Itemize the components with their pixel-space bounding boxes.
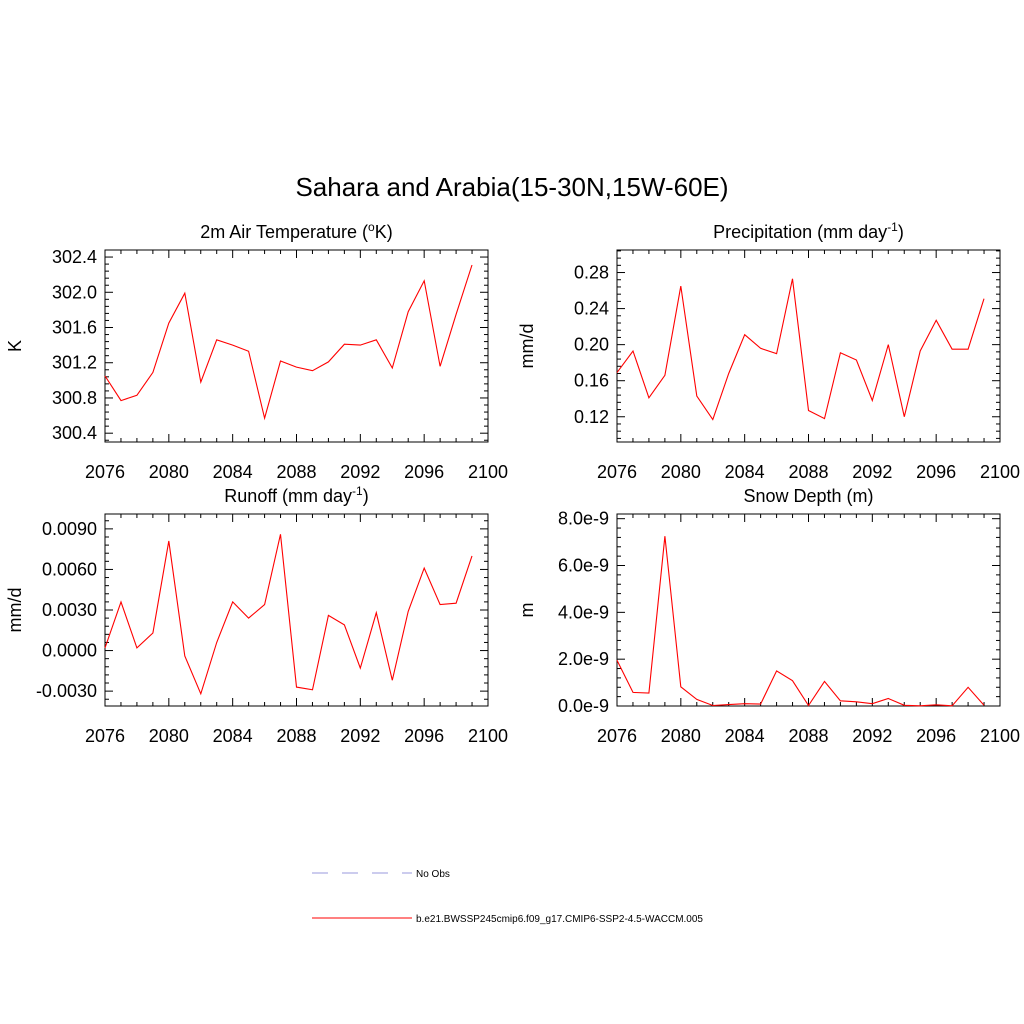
- y-axis-label: mm/d: [517, 324, 537, 369]
- chart-panel-4: Snow Depth (m) m 2076 2080 2084 2088 2092 2096 2…: [517, 486, 1020, 746]
- legend: No Obs b.e21.BWSSP245cmip6.f09_g17.CMIP6-…: [312, 869, 703, 925]
- y-tick-label: 0.16: [574, 371, 609, 391]
- y-tick-label: 301.2: [52, 353, 97, 373]
- chart-panel-1: 2m Air Temperature (oK) K 2076 2080 2084 2088…: [5, 220, 508, 482]
- x-tick-label: 2092: [340, 726, 380, 746]
- x-tick-label: 2084: [213, 726, 253, 746]
- plot-frame: [616, 513, 1001, 707]
- y-tick-label: 300.8: [52, 388, 97, 408]
- y-tick-label: 2.0e-9: [558, 649, 609, 669]
- x-tick-label: 2076: [85, 462, 125, 482]
- x-tick-label: 2100: [980, 726, 1020, 746]
- chart-panel-3: Runoff (mm day-1) mm/d 2076 2080 2084 2088 209…: [5, 484, 508, 746]
- y-tick-label: 4.0e-9: [558, 602, 609, 622]
- y-tick-label: -0.0030: [36, 681, 97, 701]
- y-tick-label: 0.0000: [42, 641, 97, 661]
- plot-frame: [104, 513, 489, 707]
- y-tick-label: 6.0e-9: [558, 556, 609, 576]
- series-line: [616, 536, 985, 707]
- x-tick-label: 2092: [852, 726, 892, 746]
- y-tick-label: 300.4: [52, 423, 97, 443]
- y-tick-label: 302.4: [52, 247, 97, 267]
- plot-frame: [616, 249, 1001, 443]
- x-tick-label: 2084: [725, 726, 765, 746]
- legend-label: b.e21.BWSSP245cmip6.f09_g17.CMIP6-SSP2-4…: [416, 914, 703, 925]
- legend-label: No Obs: [416, 869, 450, 880]
- chart-title: Precipitation (mm day-1): [713, 220, 904, 242]
- chart-title: 2m Air Temperature (oK): [200, 220, 392, 242]
- series-line: [616, 278, 985, 421]
- y-tick-label: 301.6: [52, 318, 97, 338]
- y-tick-label: 0.12: [574, 407, 609, 427]
- x-tick-label: 2088: [788, 462, 828, 482]
- series-line: [104, 534, 473, 696]
- x-tick-label: 2096: [916, 726, 956, 746]
- x-tick-label: 2088: [788, 726, 828, 746]
- y-tick-label: 0.0060: [42, 559, 97, 579]
- y-axis-label: m: [517, 603, 537, 618]
- figure-title: Sahara and Arabia(15-30N,15W-60E): [295, 172, 728, 202]
- y-tick-label: 8.0e-9: [558, 509, 609, 529]
- x-tick-label: 2080: [149, 462, 189, 482]
- y-tick-label: 302.0: [52, 282, 97, 302]
- y-tick-label: 0.28: [574, 263, 609, 283]
- x-tick-label: 2088: [276, 726, 316, 746]
- x-tick-label: 2092: [852, 462, 892, 482]
- x-tick-label: 2080: [661, 462, 701, 482]
- x-tick-label: 2076: [597, 726, 637, 746]
- x-tick-label: 2076: [597, 462, 637, 482]
- x-tick-label: 2092: [340, 462, 380, 482]
- chart-title: Runoff (mm day-1): [224, 484, 368, 506]
- plot-frame: [104, 249, 489, 443]
- panels: 2m Air Temperature (oK) K 2076 2080 2084 2088…: [5, 220, 1020, 746]
- y-axis-label: mm/d: [5, 588, 25, 633]
- x-tick-label: 2076: [85, 726, 125, 746]
- y-tick-label: 0.0030: [42, 600, 97, 620]
- x-tick-label: 2084: [725, 462, 765, 482]
- x-tick-label: 2100: [468, 462, 508, 482]
- y-tick-label: 0.0090: [42, 519, 97, 539]
- y-axis-label: K: [5, 340, 25, 352]
- x-tick-label: 2100: [468, 726, 508, 746]
- y-tick-label: 0.24: [574, 299, 609, 319]
- x-tick-label: 2096: [404, 726, 444, 746]
- y-tick-label: 0.0e-9: [558, 696, 609, 716]
- x-tick-label: 2080: [149, 726, 189, 746]
- x-tick-label: 2084: [213, 462, 253, 482]
- x-tick-label: 2088: [276, 462, 316, 482]
- series-line: [104, 264, 473, 421]
- x-tick-label: 2080: [661, 726, 701, 746]
- x-tick-label: 2096: [916, 462, 956, 482]
- chart-panel-2: Precipitation (mm day-1) mm/d 2076 2080 2084…: [517, 220, 1020, 482]
- y-tick-label: 0.20: [574, 335, 609, 355]
- x-tick-label: 2096: [404, 462, 444, 482]
- x-tick-label: 2100: [980, 462, 1020, 482]
- chart-title: Snow Depth (m): [743, 486, 873, 506]
